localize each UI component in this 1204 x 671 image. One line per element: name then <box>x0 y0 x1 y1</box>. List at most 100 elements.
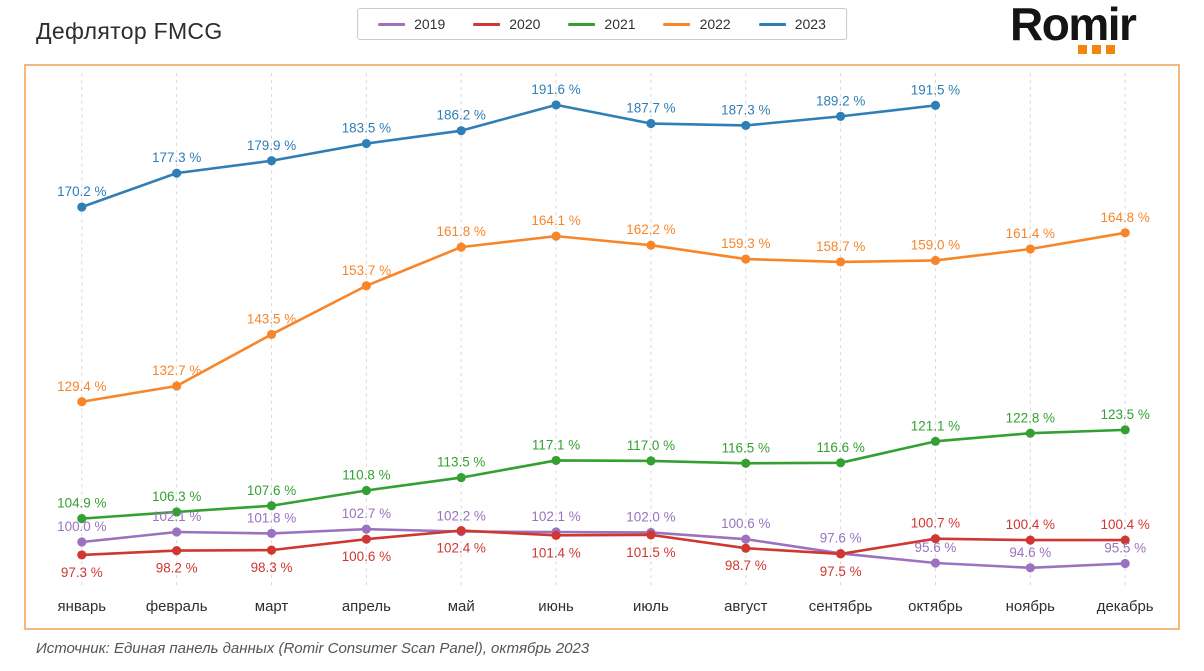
series-2020 <box>77 525 1130 560</box>
legend-label: 2019 <box>414 16 446 32</box>
data-label: 100.6 % <box>342 549 391 564</box>
legend-label: 2022 <box>699 16 731 32</box>
month-label: январь <box>58 598 107 615</box>
legend-item-2020: 2020 <box>473 16 540 32</box>
data-point-2021-сентябрь <box>836 458 846 468</box>
legend-swatch <box>378 22 406 26</box>
data-label: 107.6 % <box>247 483 296 498</box>
data-label: 121.1 % <box>911 418 960 433</box>
data-point-2019-август <box>741 534 751 544</box>
series-labels-2023: 170.2 % 177.3 % 179.9 % 183.5 % 186.2 % 191.6… <box>57 82 960 199</box>
month-label: март <box>255 598 289 615</box>
series-labels-2019: 100.0 % 102.1 % 101.8 % 102.7 % 102.2 % 102.1… <box>57 506 1146 560</box>
data-label: 101.5 % <box>626 545 675 560</box>
data-label: 102.1 % <box>531 509 580 524</box>
data-point-2022-декабрь <box>1120 228 1130 238</box>
data-point-2021-январь <box>77 514 87 524</box>
data-point-2023-октябрь <box>930 100 941 110</box>
data-point-2020-июнь <box>551 530 561 540</box>
legend-swatch <box>758 22 786 26</box>
data-point-2019-октябрь <box>930 558 941 568</box>
data-label: 116.6 % <box>816 440 864 455</box>
legend-label: 2021 <box>604 16 636 32</box>
data-label: 95.5 % <box>1104 541 1146 556</box>
series-labels-2020: 97.3 % 98.2 % 98.3 % 100.6 % 102.4 % 101.4 % 1… <box>61 516 1150 580</box>
data-label: 102.7 % <box>342 506 391 521</box>
data-label: 100.4 % <box>1006 517 1055 532</box>
legend-item-2022: 2022 <box>663 16 731 32</box>
data-label: 122.8 % <box>1006 410 1055 425</box>
series-2023 <box>77 100 941 212</box>
data-label: 191.5 % <box>911 82 960 97</box>
data-point-2021-июнь <box>551 455 561 465</box>
month-label: апрель <box>342 598 391 615</box>
data-point-2023-апрель <box>361 138 371 149</box>
data-point-2020-май <box>456 525 466 536</box>
data-point-2019-декабрь <box>1120 558 1130 569</box>
source-note: Источник: Единая панель данных (Romir Co… <box>36 640 590 657</box>
data-label: 101.4 % <box>531 545 580 560</box>
data-point-2020-октябрь <box>930 534 941 544</box>
data-point-2020-август <box>741 543 751 553</box>
data-label: 100.0 % <box>57 519 106 534</box>
data-point-2020-декабрь <box>1120 535 1130 545</box>
data-label: 143.5 % <box>247 311 296 326</box>
logo-square <box>1078 45 1087 54</box>
data-point-2021-февраль <box>172 507 182 517</box>
series-2021 <box>77 425 1130 524</box>
data-label: 153.7 % <box>342 263 391 278</box>
data-label: 191.6 % <box>531 82 580 97</box>
legend-swatch <box>568 22 596 26</box>
data-label: 187.3 % <box>721 102 770 117</box>
data-point-2021-апрель <box>361 485 371 496</box>
data-point-2020-февраль <box>172 546 182 556</box>
data-point-2021-август <box>741 458 751 468</box>
data-point-2022-сентябрь <box>836 257 846 267</box>
data-point-2022-март <box>266 329 277 340</box>
data-label: 100.6 % <box>721 516 770 531</box>
series-2019 <box>77 524 1130 573</box>
gridlines <box>81 72 1126 590</box>
line-2019 <box>80 527 1127 570</box>
header: Дефлятор FMCG 2019 2020 2021 2022 2023 Romir <box>0 0 1204 64</box>
month-label: июль <box>633 598 669 615</box>
data-label: 189.2 % <box>816 93 865 108</box>
data-point-2022-январь <box>77 397 87 407</box>
data-label: 179.9 % <box>247 138 296 153</box>
data-point-2023-март <box>266 156 277 166</box>
data-label: 117.1 % <box>532 437 580 452</box>
month-label: октябрь <box>908 598 963 615</box>
data-label: 104.9 % <box>57 496 106 511</box>
month-label: февраль <box>146 598 208 615</box>
logo-square <box>1106 45 1115 54</box>
data-label: 117.0 % <box>627 438 675 453</box>
data-point-2022-октябрь <box>930 255 941 266</box>
data-point-2021-декабрь <box>1120 425 1130 435</box>
data-label: 97.3 % <box>61 565 103 580</box>
data-point-2021-октябрь <box>930 436 941 446</box>
chart-plot-area: январь февраль март апрель май июнь июль август… <box>24 64 1180 630</box>
data-label: 98.2 % <box>156 561 198 576</box>
data-label: 102.1 % <box>152 509 201 524</box>
data-point-2023-август <box>741 120 751 131</box>
legend-label: 2020 <box>509 16 541 32</box>
legend-item-2023: 2023 <box>758 16 826 32</box>
month-label: август <box>724 598 767 615</box>
page-title: Дефлятор FMCG <box>36 18 223 44</box>
series-2022 <box>77 228 1130 407</box>
data-point-2023-сентябрь <box>836 111 846 121</box>
data-label: 162.2 % <box>626 222 675 237</box>
data-label: 102.4 % <box>437 540 486 555</box>
data-label: 164.8 % <box>1101 210 1150 225</box>
data-point-2019-апрель <box>361 524 371 534</box>
data-point-2023-июнь <box>551 100 561 110</box>
data-label: 101.8 % <box>247 510 296 525</box>
data-label: 95.6 % <box>915 540 957 555</box>
data-label: 98.3 % <box>251 560 293 575</box>
data-label: 177.3 % <box>152 150 201 165</box>
romir-logo-squares <box>1078 45 1115 54</box>
line-2021 <box>80 428 1127 520</box>
data-label: 183.5 % <box>342 121 391 136</box>
data-point-2019-март <box>266 528 277 539</box>
data-label: 98.7 % <box>725 558 767 573</box>
